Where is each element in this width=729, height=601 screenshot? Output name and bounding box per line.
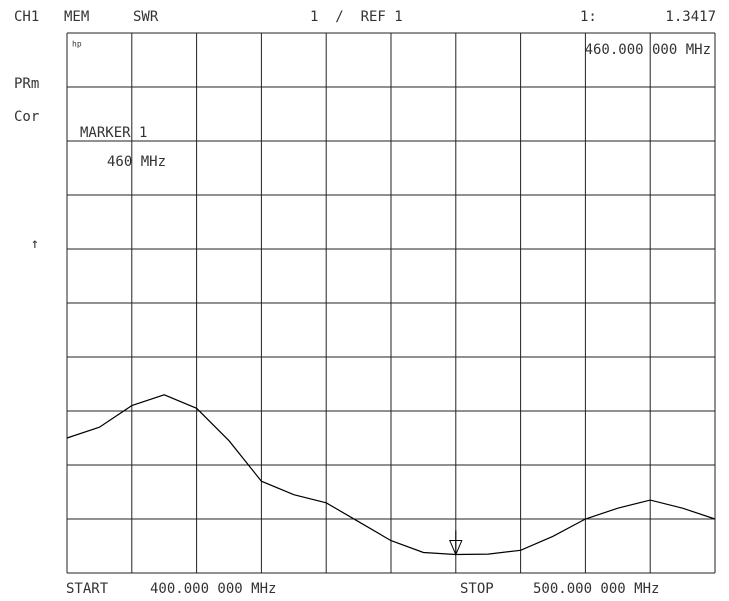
logo: hp <box>72 40 82 49</box>
trace <box>66 394 716 556</box>
memory: MEM <box>64 9 89 25</box>
marker-symbol <box>449 530 463 556</box>
marker-readout-label: 1: <box>580 9 597 25</box>
status: Cor <box>14 109 39 125</box>
marker-frequency: 460.000 000 MHz <box>585 42 711 58</box>
format: SWR <box>133 9 159 25</box>
stop-value: 500.000 000 MHz <box>533 581 659 597</box>
start-label: START <box>66 581 109 597</box>
marker-readout-value: 1.3417 <box>665 9 716 25</box>
ref-arrow: ↑ <box>31 236 39 252</box>
channel: CH1 <box>14 9 39 25</box>
marker-title: MARKER 1 <box>80 125 147 141</box>
scale: 1 / REF 1 <box>310 9 403 25</box>
marker-x-label: 460 MHz <box>107 154 166 170</box>
status: PRm <box>14 76 39 92</box>
start-value: 400.000 000 MHz <box>150 581 276 597</box>
stop-label: STOP <box>460 581 494 597</box>
